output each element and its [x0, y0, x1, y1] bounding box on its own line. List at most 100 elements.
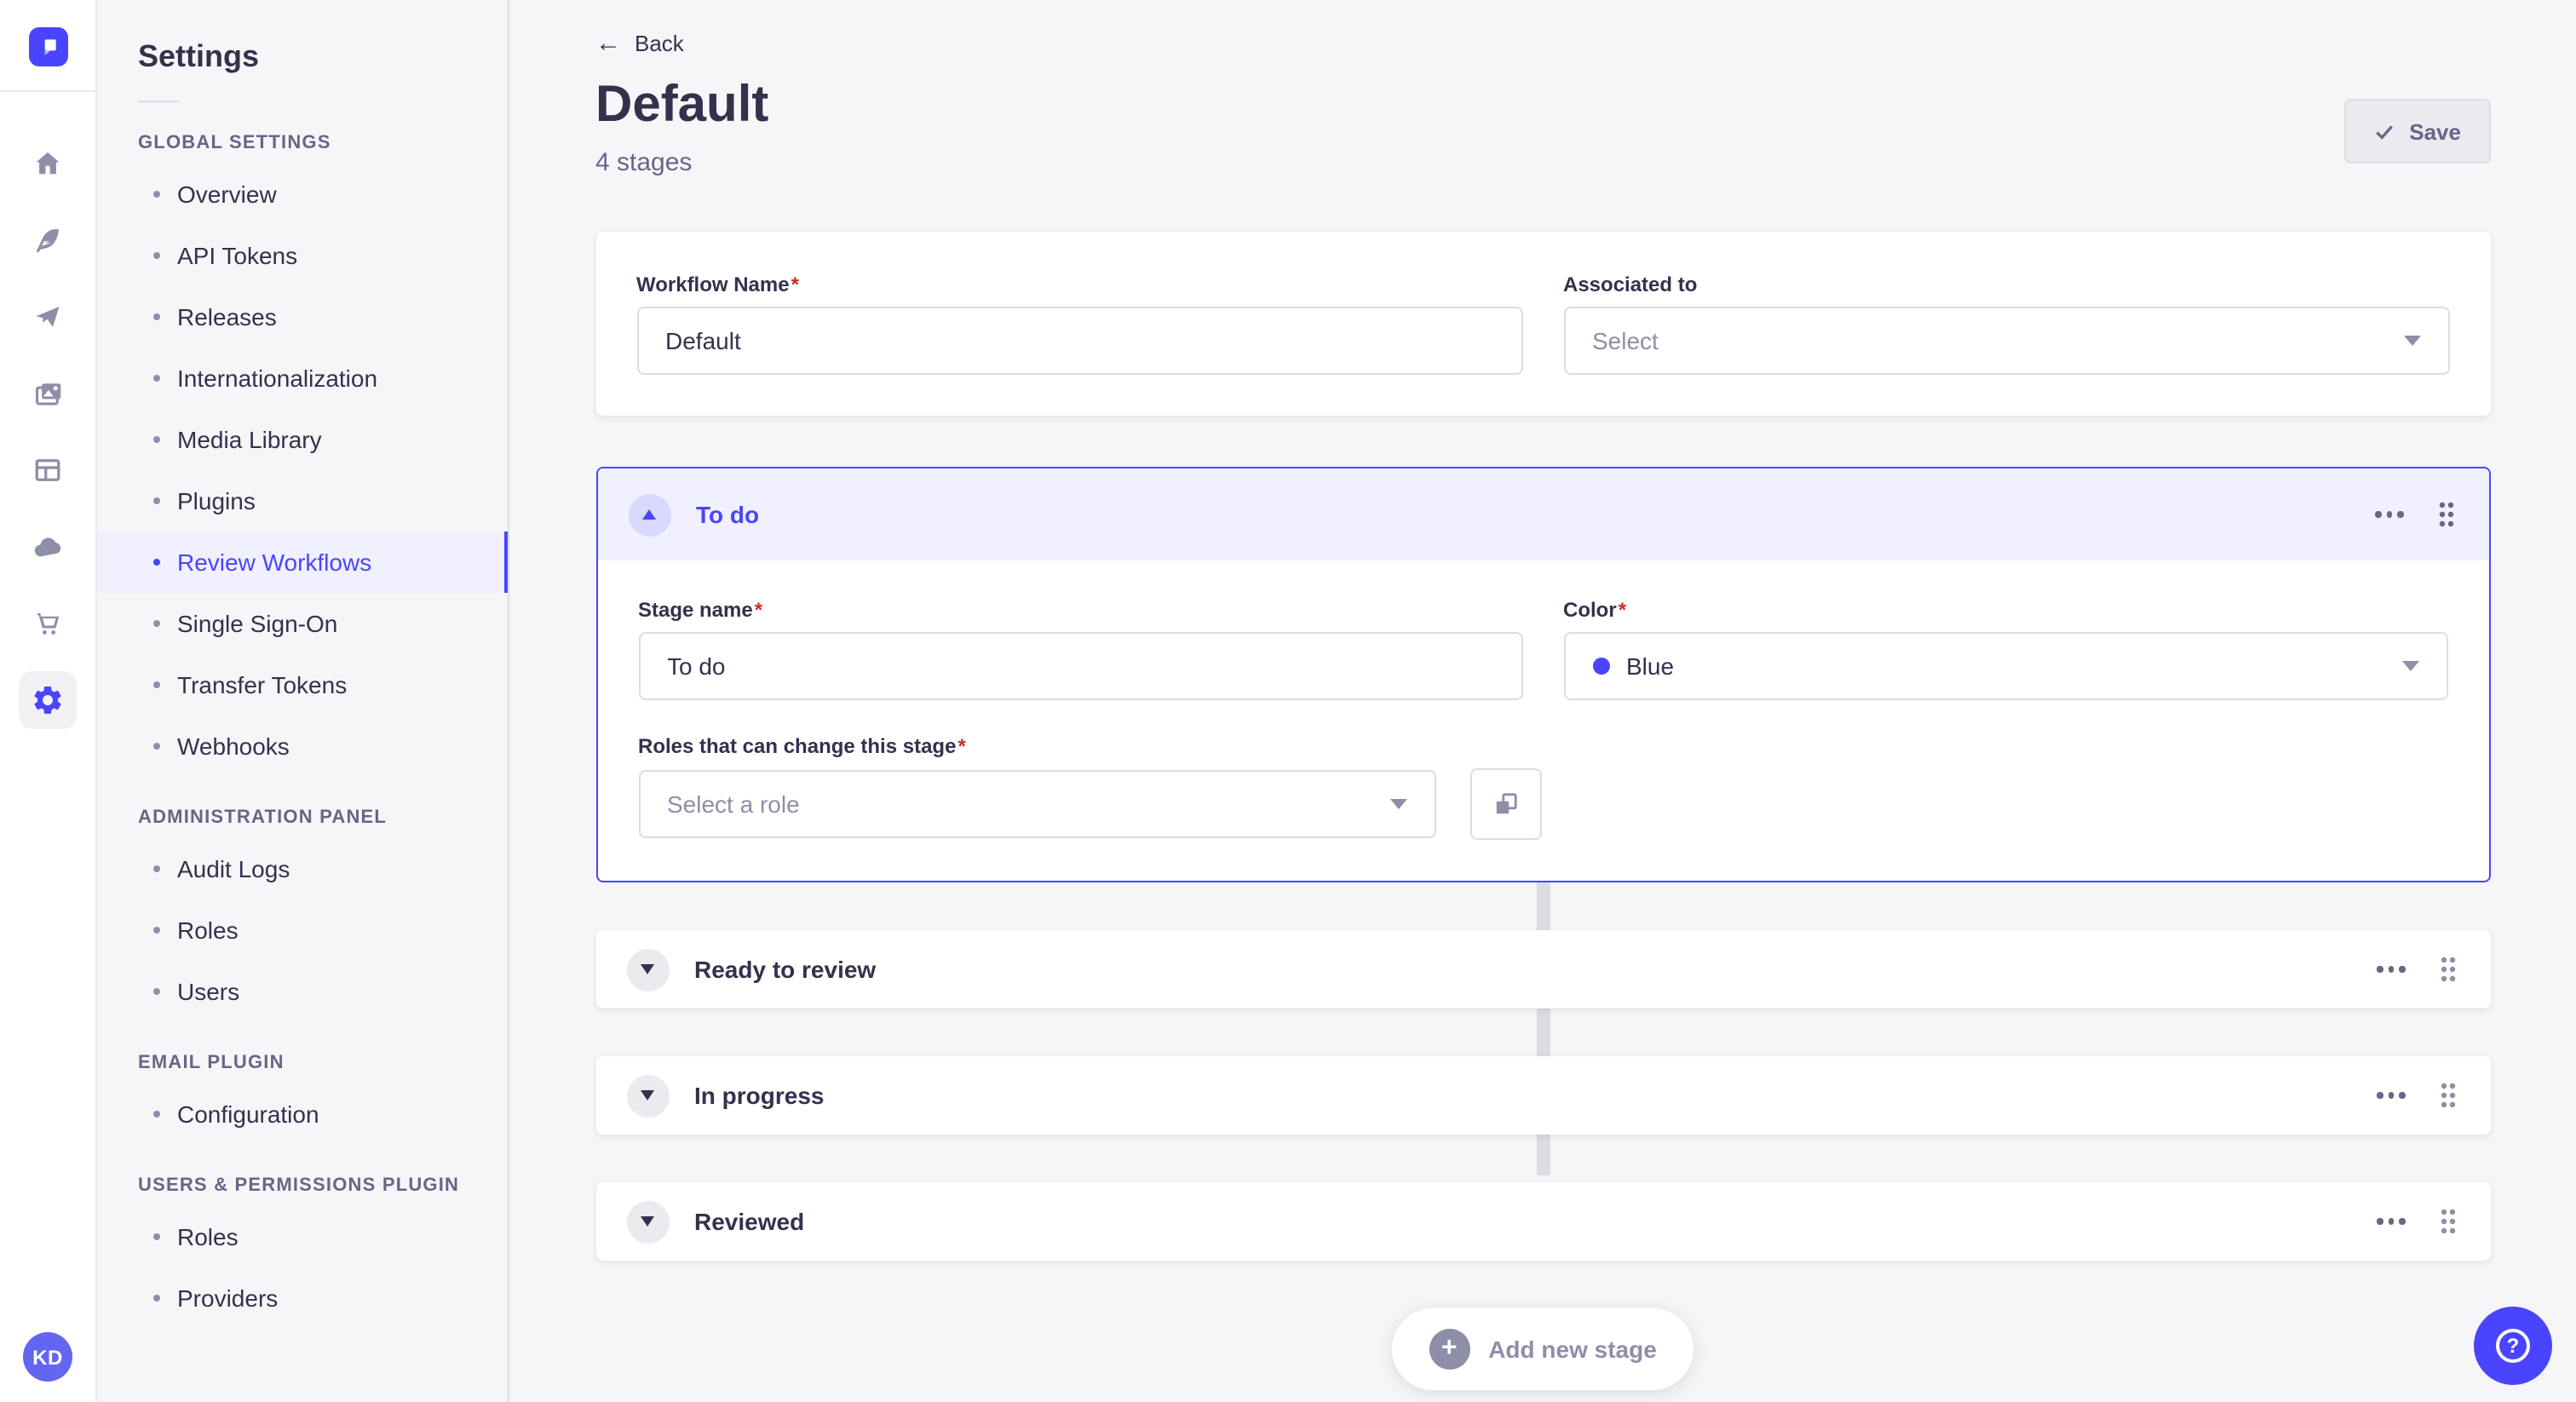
- expand-stage-button[interactable]: [626, 1074, 669, 1117]
- user-avatar[interactable]: KD: [23, 1332, 72, 1382]
- color-swatch-blue: [1592, 658, 1609, 675]
- stage-drag-handle[interactable]: [2435, 952, 2459, 986]
- stage-drag-handle[interactable]: [2435, 1204, 2459, 1238]
- bullet-icon: [153, 743, 160, 750]
- nav-rail: KD: [0, 0, 97, 1402]
- more-horizontal-icon: [2377, 966, 2405, 973]
- stage-title: Ready to review: [694, 956, 877, 983]
- section-global-settings: GLOBAL SETTINGS: [138, 133, 331, 153]
- workflow-name-label: Workflow Name *: [636, 273, 799, 296]
- sidebar-item-label: Roles: [177, 916, 239, 944]
- workflow-name-field-group: Workflow Name *: [636, 273, 1522, 375]
- chevron-down-icon: [641, 1216, 654, 1227]
- associated-to-value: Select: [1592, 327, 1659, 354]
- more-horizontal-icon: [2377, 1218, 2405, 1225]
- bullet-icon: [153, 191, 160, 198]
- chevron-down-icon: [641, 964, 654, 974]
- bullet-icon: [153, 988, 160, 995]
- sidebar-item-webhooks[interactable]: Webhooks: [97, 715, 508, 777]
- roles-select[interactable]: Select a role: [638, 770, 1435, 838]
- sidebar-item-review-workflows[interactable]: Review Workflows: [97, 531, 508, 593]
- sidebar-item-label: Transfer Tokens: [177, 671, 348, 698]
- sidebar-item-label: Overview: [177, 181, 277, 208]
- color-select[interactable]: Blue: [1563, 632, 2447, 700]
- bullet-icon: [153, 375, 160, 382]
- stage-more-button[interactable]: [2373, 1215, 2408, 1228]
- check-icon: [2376, 124, 2394, 139]
- bullet-icon: [153, 865, 160, 872]
- color-field-group: Color * Blue: [1563, 598, 2447, 700]
- media-library-icon[interactable]: [19, 365, 77, 422]
- sidebar-item-api-tokens[interactable]: API Tokens: [97, 225, 508, 286]
- sidebar-item-providers[interactable]: Providers: [97, 1267, 508, 1329]
- sidebar-item-audit-logs[interactable]: Audit Logs: [97, 838, 508, 899]
- required-marker: *: [754, 598, 763, 622]
- sidebar-item-single-sign-on[interactable]: Single Sign-On: [97, 593, 508, 654]
- associated-to-field-group: Associated to Select: [1563, 273, 2449, 375]
- cloud-icon[interactable]: [19, 518, 77, 576]
- sidebar-item-label: Plugins: [177, 487, 256, 514]
- sidebar-item-admin-roles[interactable]: Roles: [97, 899, 508, 961]
- cart-icon[interactable]: [19, 595, 77, 652]
- sidebar-item-transfer-tokens[interactable]: Transfer Tokens: [97, 654, 508, 715]
- home-icon[interactable]: [19, 135, 77, 192]
- sidebar-item-releases[interactable]: Releases: [97, 286, 508, 348]
- help-button[interactable]: ?: [2474, 1307, 2552, 1385]
- duplicate-stage-button[interactable]: [1469, 768, 1541, 840]
- workflow-name-input[interactable]: [636, 307, 1522, 375]
- sidebar-item-internationalization[interactable]: Internationalization: [97, 348, 508, 409]
- feather-icon[interactable]: [19, 211, 77, 269]
- required-marker: *: [957, 734, 966, 758]
- stage-title: To do: [696, 501, 760, 528]
- bullet-icon: [153, 1233, 160, 1240]
- sidebar-item-overview[interactable]: Overview: [97, 164, 508, 225]
- sidebar-item-label: Review Workflows: [177, 549, 372, 576]
- bullet-icon: [153, 559, 160, 566]
- bullet-icon: [153, 927, 160, 934]
- stage-more-button[interactable]: [2372, 509, 2406, 521]
- stages-list: To do: [595, 467, 2490, 1261]
- sidebar-item-label: API Tokens: [177, 242, 298, 269]
- expand-stage-button[interactable]: [626, 948, 669, 991]
- collapse-stage-button[interactable]: [628, 493, 670, 536]
- sidebar-item-label: Configuration: [177, 1100, 319, 1128]
- sidebar-item-label: Single Sign-On: [177, 610, 338, 637]
- chevron-down-icon: [1389, 799, 1406, 809]
- settings-subnav: Settings GLOBAL SETTINGS Overview API To…: [97, 0, 509, 1402]
- chevron-down-icon: [2401, 661, 2418, 671]
- stage-drag-handle[interactable]: [2435, 1078, 2459, 1112]
- associated-to-select[interactable]: Select: [1563, 307, 2449, 375]
- roles-label: Roles that can change this stage *: [638, 734, 966, 758]
- add-new-stage-label: Add new stage: [1488, 1336, 1657, 1363]
- sidebar-item-configuration[interactable]: Configuration: [97, 1083, 508, 1145]
- sidebar-item-label: Audit Logs: [177, 855, 290, 882]
- stage-card-to-do: To do: [595, 467, 2490, 882]
- stage-header-to-do[interactable]: To do: [597, 468, 2488, 560]
- bullet-icon: [153, 681, 160, 688]
- stage-more-button[interactable]: [2373, 963, 2408, 976]
- stage-more-button[interactable]: [2373, 1089, 2408, 1102]
- stage-name-label: Stage name *: [638, 598, 763, 622]
- stage-drag-handle[interactable]: [2434, 497, 2458, 531]
- expand-stage-button[interactable]: [626, 1200, 669, 1243]
- sidebar-item-users[interactable]: Users: [97, 961, 508, 1022]
- stage-name-input[interactable]: [638, 632, 1522, 700]
- sidebar-item-label: Users: [177, 978, 240, 1005]
- sidebar-item-label: Releases: [177, 303, 277, 330]
- strapi-logo-icon[interactable]: [28, 27, 67, 66]
- chevron-up-icon: [642, 509, 656, 520]
- settings-gear-icon[interactable]: [19, 671, 77, 729]
- sidebar-item-label: Media Library: [177, 426, 322, 453]
- back-link[interactable]: ← Back: [595, 31, 684, 56]
- stage-body: Stage name* Color* Blue: [597, 560, 2488, 881]
- bullet-icon: [153, 252, 160, 259]
- bullet-icon: [153, 497, 160, 504]
- layout-icon[interactable]: [19, 441, 77, 499]
- save-button[interactable]: Save: [2344, 99, 2490, 164]
- sidebar-item-media-library[interactable]: Media Library: [97, 409, 508, 470]
- paper-plane-icon[interactable]: [19, 288, 77, 346]
- sidebar-item-up-roles[interactable]: Roles: [97, 1206, 508, 1267]
- add-new-stage-button[interactable]: + Add new stage: [1391, 1308, 1694, 1390]
- sidebar-item-plugins[interactable]: Plugins: [97, 470, 508, 531]
